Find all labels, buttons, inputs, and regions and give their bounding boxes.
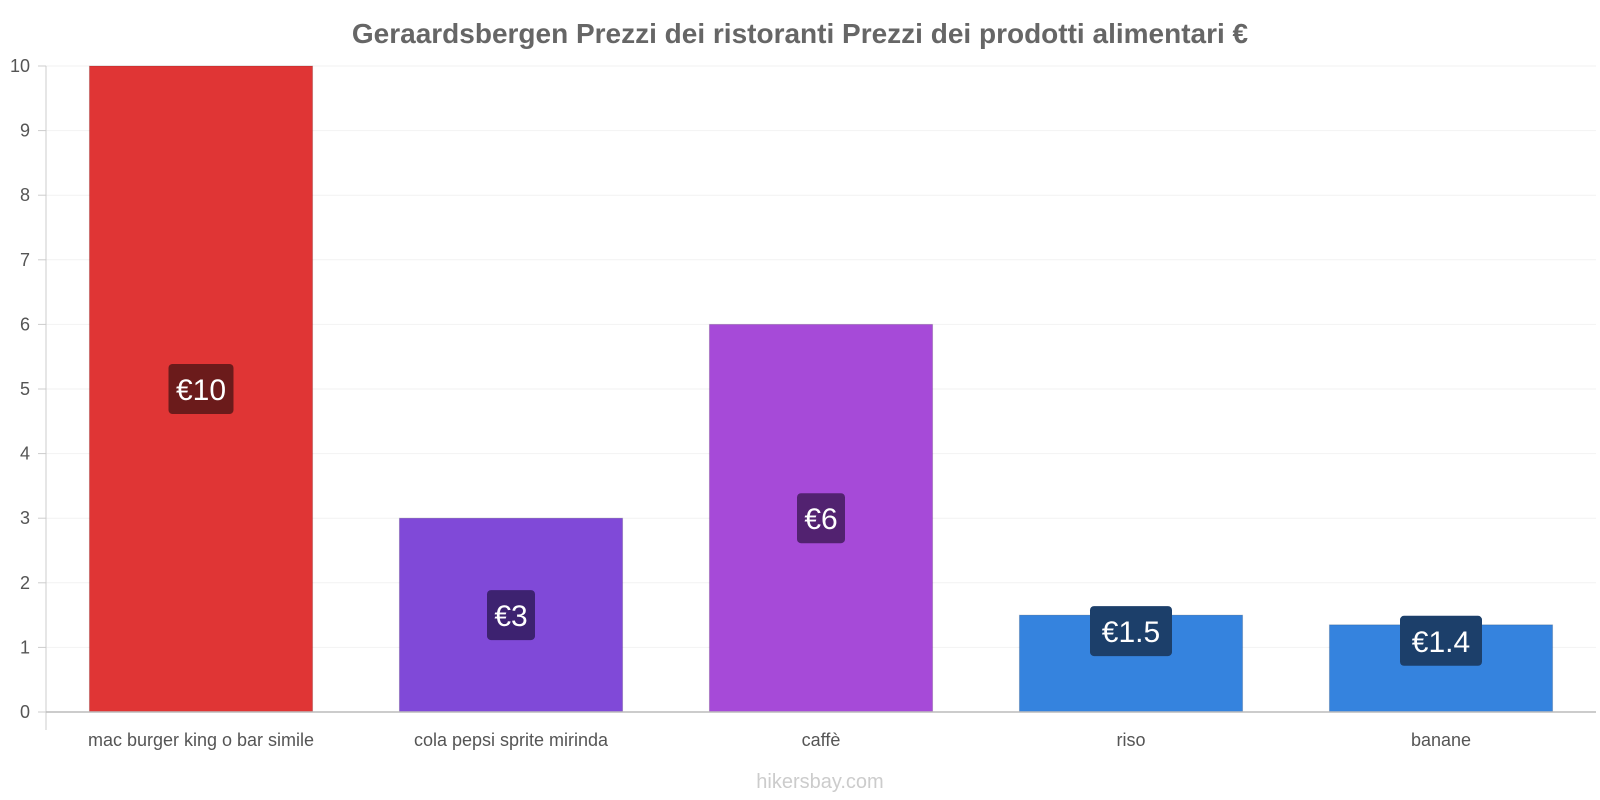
data-label-badge xyxy=(1090,606,1172,657)
x-category-label: cola pepsi sprite mirinda xyxy=(414,730,609,750)
chart-title: Geraardsbergen Prezzi dei ristoranti Pre… xyxy=(352,18,1249,49)
y-tick-label: 7 xyxy=(20,250,30,270)
x-category-label: mac burger king o bar simile xyxy=(88,730,314,750)
y-tick-label: 6 xyxy=(20,314,30,334)
footer-source: hikersbay.com xyxy=(756,771,883,793)
data-label-badge xyxy=(487,590,535,641)
y-tick-label: 1 xyxy=(20,637,30,657)
x-category-label: caffè xyxy=(802,730,841,750)
data-label: €1.5 xyxy=(1102,616,1160,649)
x-category-label: banane xyxy=(1411,730,1471,750)
y-tick-label: 0 xyxy=(20,702,30,722)
data-label: €3 xyxy=(494,600,527,633)
data-label-badge xyxy=(1400,615,1482,666)
y-axis-ticks: 0 1 2 3 4 5 6 7 8 9 10 xyxy=(10,56,46,722)
data-label: €1.4 xyxy=(1412,626,1470,659)
data-label-badge xyxy=(168,364,234,414)
x-category-label: riso xyxy=(1116,730,1145,750)
y-tick-label: 4 xyxy=(20,444,30,464)
y-tick-label: 3 xyxy=(20,508,30,528)
y-tick-label: 2 xyxy=(20,573,30,593)
bars xyxy=(88,65,1554,713)
data-label-badge xyxy=(797,493,845,544)
y-tick-label: 5 xyxy=(20,379,30,399)
y-tick-label: 8 xyxy=(20,185,30,205)
data-labels: €10 €3 €6 €1.5 €1.4 xyxy=(168,364,1482,666)
x-axis-labels: mac burger king o bar simile cola pepsi s… xyxy=(88,730,1471,750)
y-tick-label: 9 xyxy=(20,121,30,141)
data-label: €6 xyxy=(804,503,837,536)
data-label: €10 xyxy=(176,374,226,407)
y-tick-label: 10 xyxy=(10,56,30,76)
